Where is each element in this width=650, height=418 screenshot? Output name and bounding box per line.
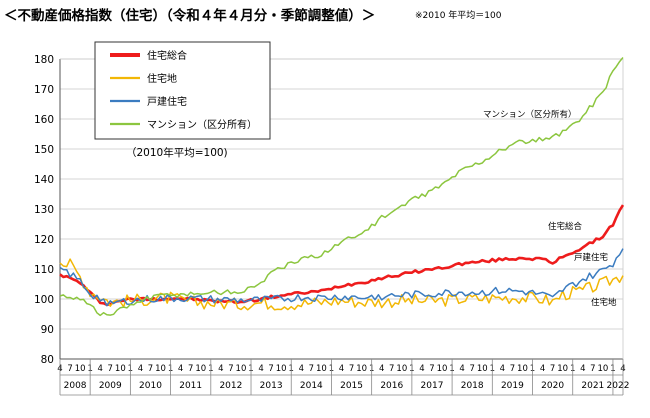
- x-tick-label: 4: [339, 364, 344, 374]
- x-tick-label: 4: [299, 364, 304, 374]
- x-tick-label: 10: [557, 364, 568, 374]
- year-label: 2014: [300, 381, 323, 391]
- series-line-1: [59, 204, 625, 307]
- year-label: 2018: [461, 381, 484, 391]
- x-tick-label: 7: [268, 364, 273, 374]
- year-label: 2021: [581, 381, 604, 391]
- y-tick-label: 120: [34, 234, 54, 246]
- x-tick-label: 7: [67, 364, 72, 374]
- page-title: ＜不動産価格指数（住宅）（令和４年４月分・季節調整値）＞: [4, 8, 376, 24]
- x-tick-label: 10: [396, 364, 407, 374]
- y-tick-label: 140: [34, 174, 54, 186]
- y-tick-label: 90: [41, 324, 54, 336]
- x-tick-label: 7: [148, 364, 153, 374]
- x-tick-label: 10: [276, 364, 287, 374]
- x-tick-label: 7: [188, 364, 193, 374]
- x-tick-label: 10: [356, 364, 367, 374]
- legend-label: 戸建住宅: [147, 95, 187, 108]
- x-tick-label: 7: [349, 364, 354, 374]
- year-label: 2010: [139, 381, 162, 391]
- series-end-label: 住宅地: [591, 297, 617, 308]
- x-tick-label: 4: [98, 364, 103, 374]
- x-tick-label: 10: [236, 364, 247, 374]
- x-tick-label: 7: [590, 364, 595, 374]
- series-line-2: [59, 258, 624, 311]
- legend-label: 住宅地: [147, 72, 177, 85]
- y-tick-label: 110: [34, 264, 54, 276]
- x-tick-label: 10: [115, 364, 126, 374]
- x-tick-label: 4: [500, 364, 505, 374]
- x-tick-label: 4: [218, 364, 223, 374]
- x-tick-label: 4: [459, 364, 464, 374]
- legend-box: [94, 41, 271, 140]
- y-tick-label: 170: [34, 84, 54, 96]
- x-tick-label: 10: [75, 364, 86, 374]
- x-tick-label: 10: [316, 364, 327, 374]
- year-label: 2011: [179, 381, 202, 391]
- series-line-3: [59, 248, 624, 307]
- x-axis: 4710147101471014710147101471014710147101…: [57, 359, 630, 396]
- x-tick-label: 10: [597, 364, 608, 374]
- year-label: 2016: [380, 381, 403, 391]
- x-tick-label: 7: [228, 364, 233, 374]
- x-tick-label: 10: [477, 364, 488, 374]
- x-tick-label: 10: [195, 364, 206, 374]
- x-tick-label: 7: [309, 364, 314, 374]
- base-note: ※2010 年平均＝100: [415, 11, 502, 21]
- x-tick-label: 7: [510, 364, 515, 374]
- series-line-4: [59, 57, 624, 317]
- year-label: 2015: [340, 381, 363, 391]
- series-lines: [59, 57, 625, 317]
- x-tick-label: 7: [389, 364, 394, 374]
- year-label: 2012: [219, 381, 242, 391]
- series-end-label: 住宅総合: [548, 221, 583, 232]
- x-tick-label: 7: [429, 364, 434, 374]
- x-tick-label: 10: [155, 364, 166, 374]
- x-tick-label: 4: [379, 364, 384, 374]
- x-tick-label: 10: [517, 364, 528, 374]
- x-tick-label: 10: [437, 364, 448, 374]
- x-tick-label: 4: [258, 364, 263, 374]
- base-year-annotation: （2010年平均=100): [126, 146, 228, 159]
- y-tick-label: 160: [34, 114, 54, 126]
- year-label: 2022: [607, 381, 630, 391]
- x-tick-label: 4: [419, 364, 424, 374]
- x-tick-label: 4: [138, 364, 143, 374]
- year-label: 2009: [99, 381, 122, 391]
- year-label: 2013: [260, 381, 283, 391]
- x-tick-label: 4: [178, 364, 183, 374]
- year-label: 2019: [501, 381, 524, 391]
- y-tick-label: 180: [34, 54, 54, 66]
- y-tick-label: 150: [34, 144, 54, 156]
- x-tick-label: 4: [540, 364, 545, 374]
- year-label: 2017: [421, 381, 444, 391]
- y-tick-label: 130: [34, 204, 54, 216]
- x-tick-label: 7: [550, 364, 555, 374]
- y-tick-label: 80: [41, 354, 54, 366]
- y-axis-ticks: 80 90 100 110 120 130 140 150 160 170 180: [34, 54, 54, 366]
- x-tick-label: 7: [108, 364, 113, 374]
- legend-label: 住宅総合: [147, 49, 187, 62]
- series-end-label: マンション（区分所有）: [483, 109, 577, 120]
- year-label: 2020: [541, 381, 564, 391]
- x-tick-label: 4: [580, 364, 585, 374]
- legend-label: マンション（区分所有）: [147, 118, 257, 131]
- year-label: 2008: [64, 381, 87, 391]
- series-end-label: 戸建住宅: [574, 252, 608, 263]
- x-tick-label: 7: [469, 364, 474, 374]
- y-tick-label: 100: [34, 294, 54, 306]
